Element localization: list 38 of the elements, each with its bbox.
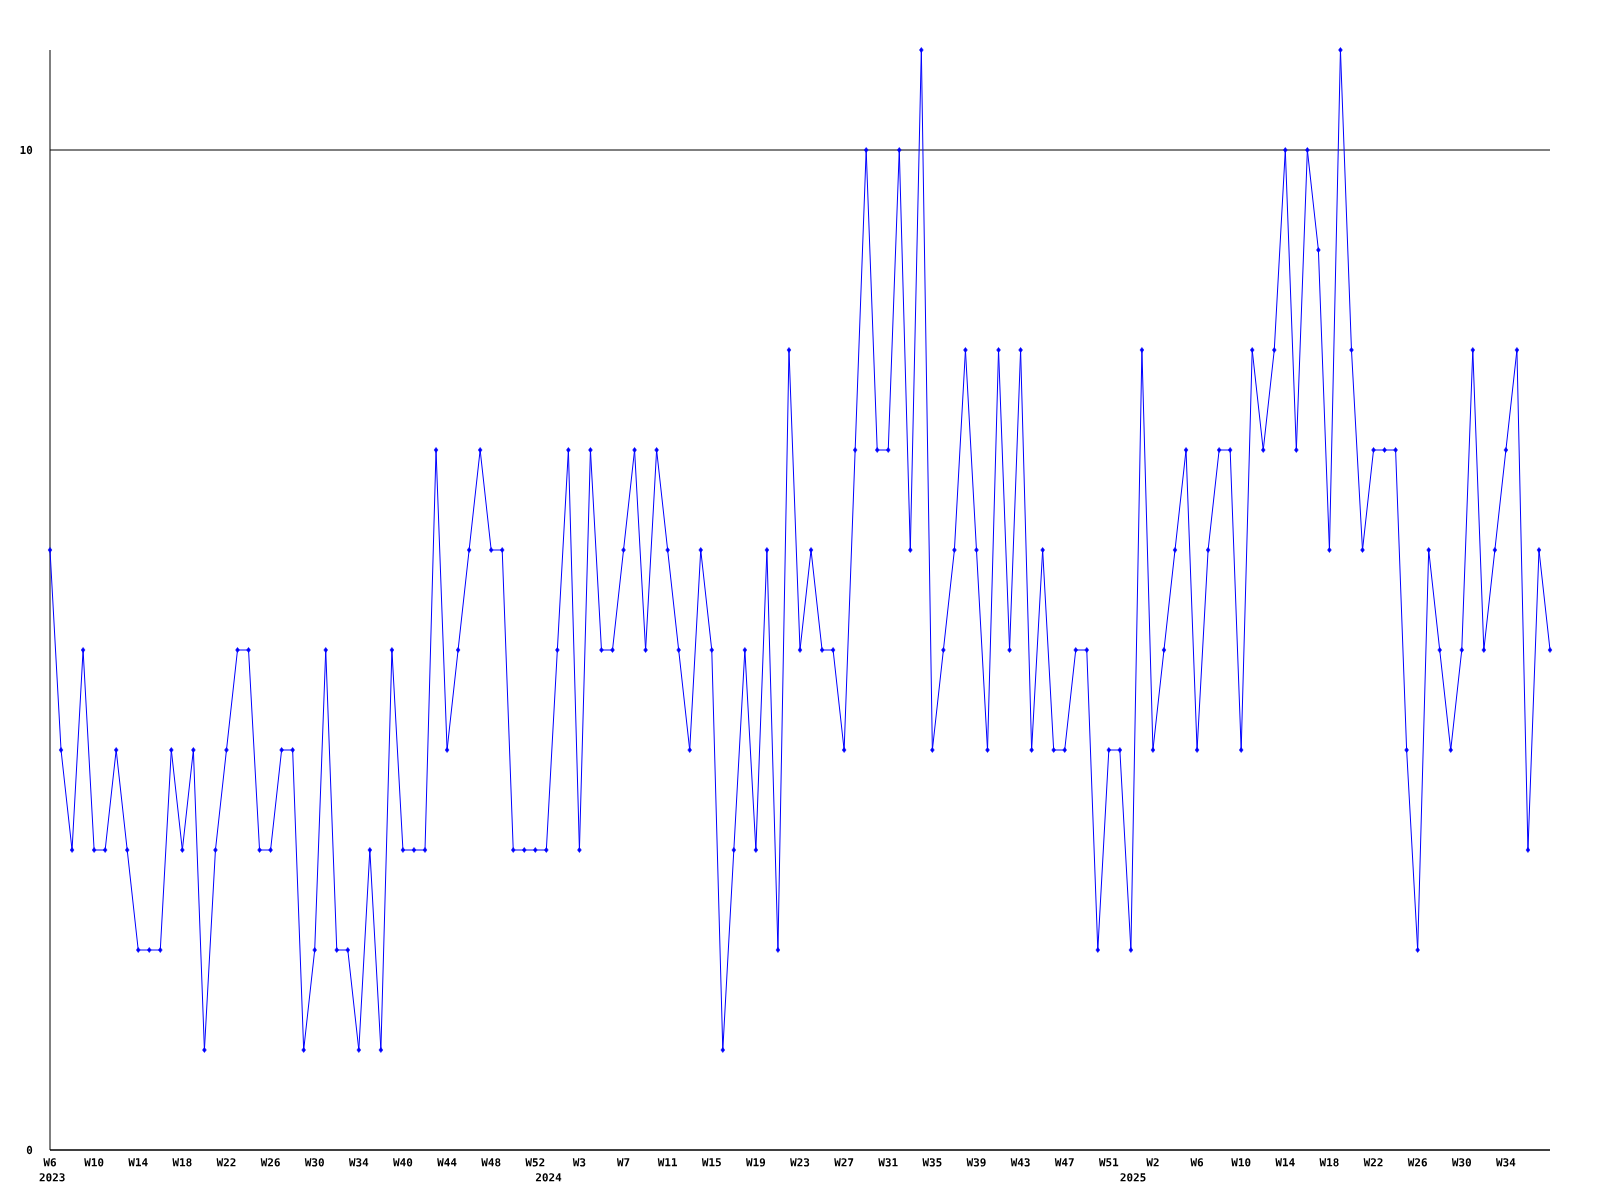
- x-tick-label: W30: [1451, 1158, 1472, 1167]
- x-tick-label: W18: [1319, 1158, 1339, 1167]
- x-tick-label: W47: [1054, 1158, 1074, 1167]
- y-tick-label: 10: [20, 145, 33, 155]
- x-tick-label: W14: [1275, 1158, 1295, 1167]
- x-tick-label: W27: [834, 1158, 854, 1167]
- y-tick-label: 0: [26, 1145, 33, 1155]
- x-tick-label: W22: [216, 1158, 236, 1167]
- x-tick-label: W3: [572, 1158, 586, 1167]
- x-tick-label: W40: [393, 1158, 413, 1167]
- x-tick-label: W14: [128, 1158, 148, 1167]
- x-tick-label: W7: [616, 1158, 630, 1167]
- x-tick-label: W10: [84, 1158, 104, 1167]
- x-tick-label: W30: [304, 1158, 324, 1167]
- x-tick-label: W34: [1496, 1158, 1516, 1167]
- x-tick-label: W10: [1231, 1158, 1251, 1167]
- x-tick-label: W6 2023: [39, 1158, 65, 1182]
- x-tick-label: 2024: [535, 1173, 562, 1182]
- x-tick-label: W15: [701, 1158, 721, 1167]
- x-tick-label: W31: [878, 1158, 898, 1167]
- x-tick-label: W23: [790, 1158, 810, 1167]
- x-tick-label: W11: [657, 1158, 678, 1167]
- x-tick-label: W2: [1146, 1158, 1159, 1167]
- x-tick-label: W34: [348, 1158, 369, 1167]
- x-tick-label: W51: [1098, 1158, 1119, 1167]
- x-tick-label: W43: [1010, 1158, 1030, 1167]
- x-tick-label: W44: [437, 1158, 457, 1167]
- x-tick-label: W48: [481, 1158, 501, 1167]
- x-tick-label: W26: [1407, 1158, 1427, 1167]
- x-tick-label: W52: [525, 1158, 545, 1167]
- x-tick-label: W19: [745, 1158, 766, 1167]
- x-tick-label: W6: [1190, 1158, 1204, 1167]
- x-tick-label: W22: [1363, 1158, 1383, 1167]
- x-tick-label: W26: [260, 1158, 280, 1167]
- x-tick-label: W18: [172, 1158, 192, 1167]
- x-tick-label: 2025: [1120, 1173, 1146, 1182]
- x-tick-label: W35: [922, 1158, 942, 1167]
- x-tick-label: W39: [966, 1158, 986, 1167]
